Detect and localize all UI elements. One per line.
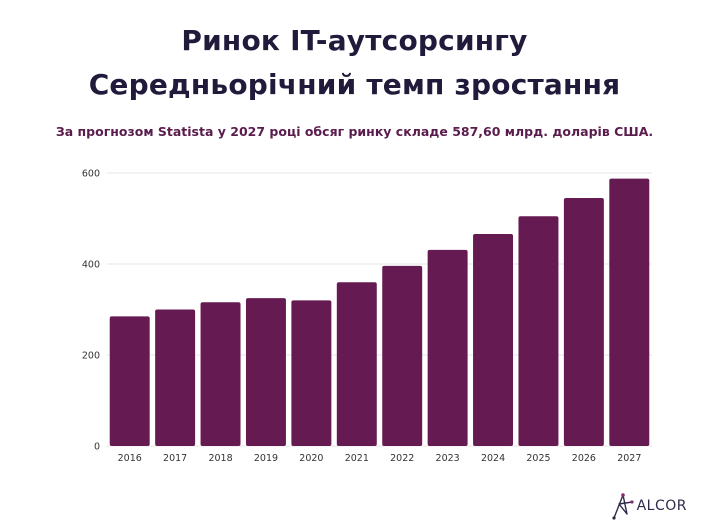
y-tick-label: 200 <box>82 351 100 362</box>
y-tick-label: 600 <box>82 169 100 180</box>
chart-title-line-2: Середньорічний темп зростання <box>88 68 621 101</box>
bar-2022 <box>382 265 423 446</box>
bars <box>109 178 650 446</box>
bar-2016 <box>109 316 150 446</box>
x-tick-label: 2021 <box>345 453 369 464</box>
bar-2024 <box>473 233 514 446</box>
x-tick-label: 2022 <box>390 453 414 464</box>
bar-2018 <box>200 302 241 446</box>
bar-2021 <box>336 282 377 446</box>
x-tick-label: 2017 <box>163 453 187 464</box>
x-tick-label: 2026 <box>572 453 596 464</box>
bar-2025 <box>518 216 559 446</box>
chart-title-line-1: Ринок IT-аутсорсингу <box>181 24 528 57</box>
bar-2023 <box>427 249 468 446</box>
x-axis-ticks: 2016 2017 2018 2019 2020 2021 2022 2023 2024 2025… <box>118 453 642 464</box>
x-tick-label: 2025 <box>526 453 550 464</box>
bar-2017 <box>155 309 196 446</box>
x-tick-label: 2016 <box>118 453 142 464</box>
y-axis-ticks: 0 200 400 600 <box>82 169 100 453</box>
alcor-logo: ALCOR <box>611 492 687 520</box>
logo-text: ALCOR <box>636 498 687 514</box>
grid-lines <box>107 172 652 447</box>
x-tick-label: 2020 <box>299 453 323 464</box>
bar-2019 <box>245 298 286 446</box>
y-tick-label: 400 <box>82 260 100 271</box>
x-tick-label: 2019 <box>254 453 278 464</box>
x-tick-label: 2027 <box>617 453 641 464</box>
x-tick-label: 2024 <box>481 453 505 464</box>
bar-2020 <box>291 300 332 446</box>
bar-2026 <box>563 198 604 446</box>
bar-2027 <box>609 178 650 446</box>
chart-subtitle: За прогнозом Statista у 2027 році обсяг … <box>55 124 654 139</box>
x-tick-label: 2018 <box>208 453 232 464</box>
alcor-star-logo-icon <box>611 493 634 520</box>
x-tick-label: 2023 <box>436 453 460 464</box>
y-tick-label: 0 <box>94 442 100 453</box>
